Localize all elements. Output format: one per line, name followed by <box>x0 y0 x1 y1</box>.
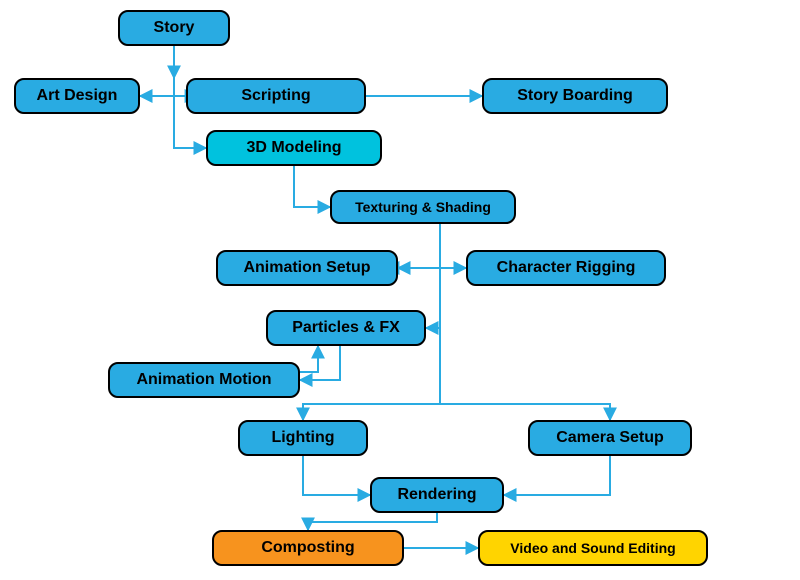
edge-anim_motion-fx <box>300 346 318 372</box>
edge-fx-anim_motion <box>300 346 340 380</box>
node-tex: Texturing & Shading <box>330 190 516 224</box>
edge-model-tex <box>294 166 330 207</box>
node-story: Story <box>118 10 230 46</box>
edge-tex-fx <box>426 224 440 328</box>
edge-camera-render <box>504 456 610 495</box>
edge-light-render <box>303 456 370 495</box>
node-comp: Composting <box>212 530 404 566</box>
node-script: Scripting <box>186 78 366 114</box>
node-fx: Particles & FX <box>266 310 426 346</box>
edge-tex-anim_setup <box>398 224 440 268</box>
node-model: 3D Modeling <box>206 130 382 166</box>
node-art: Art Design <box>14 78 140 114</box>
node-anim_setup: Animation Setup <box>216 250 398 286</box>
node-camera: Camera Setup <box>528 420 692 456</box>
node-light: Lighting <box>238 420 368 456</box>
node-anim_motion: Animation Motion <box>108 362 300 398</box>
edge-render-comp <box>308 513 437 530</box>
node-rig: Character Rigging <box>466 250 666 286</box>
node-render: Rendering <box>370 477 504 513</box>
node-storyboard: Story Boarding <box>482 78 668 114</box>
node-video: Video and Sound Editing <box>478 530 708 566</box>
